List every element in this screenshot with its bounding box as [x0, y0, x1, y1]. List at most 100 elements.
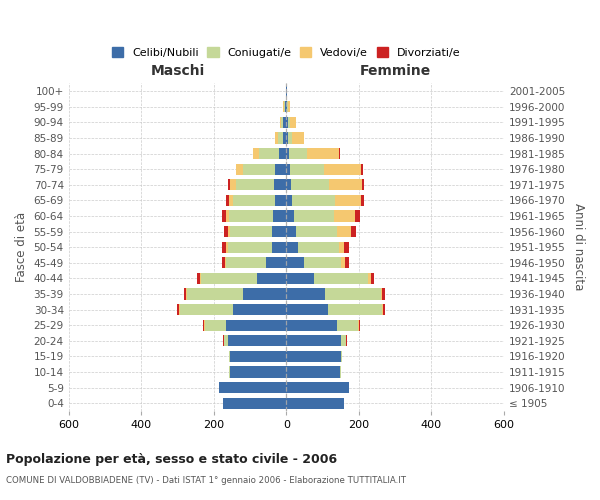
Bar [358, 320, 359, 331]
Bar [226, 257, 266, 268]
Bar [222, 242, 226, 253]
Bar [228, 335, 286, 346]
Bar [178, 304, 179, 315]
Bar [286, 351, 341, 362]
Bar [272, 210, 286, 222]
Bar [278, 132, 283, 143]
Bar [226, 320, 286, 331]
Bar [290, 179, 329, 190]
Bar [340, 366, 341, 378]
Bar [290, 164, 325, 175]
Bar [279, 148, 286, 159]
Y-axis label: Fasce di età: Fasce di età [15, 212, 28, 282]
Bar [286, 226, 296, 237]
Bar [383, 304, 385, 315]
Bar [335, 194, 361, 206]
Bar [361, 164, 363, 175]
Bar [200, 272, 201, 284]
Text: Maschi: Maschi [151, 64, 205, 78]
Bar [223, 398, 286, 409]
Bar [284, 101, 285, 112]
Bar [233, 194, 275, 206]
Bar [286, 101, 287, 112]
Bar [226, 194, 229, 206]
Bar [224, 226, 228, 237]
Bar [286, 116, 288, 128]
Bar [272, 226, 286, 237]
Bar [292, 194, 335, 206]
Text: Femmine: Femmine [359, 64, 431, 78]
Bar [180, 304, 233, 315]
Bar [286, 179, 290, 190]
Bar [286, 366, 340, 378]
Bar [344, 242, 349, 253]
Text: Popolazione per età, sesso e stato civile - 2006: Popolazione per età, sesso e stato civil… [6, 452, 337, 466]
Bar [243, 164, 275, 175]
Bar [286, 320, 337, 331]
Bar [229, 194, 233, 206]
Bar [179, 304, 180, 315]
Bar [341, 335, 346, 346]
Bar [229, 366, 230, 378]
Legend: Celibi/Nubili, Coniugati/e, Vedovi/e, Divorziati/e: Celibi/Nubili, Coniugati/e, Vedovi/e, Di… [107, 43, 465, 62]
Text: COMUNE DI VALDOBBIADENE (TV) - Dati ISTAT 1° gennaio 2006 - Elaborazione TUTTITA: COMUNE DI VALDOBBIADENE (TV) - Dati ISTA… [6, 476, 406, 485]
Bar [236, 164, 243, 175]
Bar [259, 148, 279, 159]
Bar [286, 242, 298, 253]
Bar [228, 242, 272, 253]
Bar [293, 210, 334, 222]
Bar [351, 226, 356, 237]
Bar [243, 288, 286, 300]
Bar [287, 101, 288, 112]
Bar [224, 335, 228, 346]
Bar [204, 320, 205, 331]
Bar [304, 257, 341, 268]
Bar [298, 242, 338, 253]
Bar [289, 148, 307, 159]
Bar [186, 288, 187, 300]
Bar [286, 164, 290, 175]
Bar [286, 398, 344, 409]
Bar [230, 226, 272, 237]
Bar [380, 288, 382, 300]
Bar [337, 320, 358, 331]
Bar [325, 164, 361, 175]
Bar [285, 101, 286, 112]
Bar [219, 382, 286, 393]
Bar [230, 351, 286, 362]
Bar [325, 288, 380, 300]
Bar [283, 116, 286, 128]
Bar [230, 179, 236, 190]
Bar [345, 257, 349, 268]
Bar [286, 194, 292, 206]
Bar [361, 194, 364, 206]
Bar [281, 116, 283, 128]
Bar [274, 179, 286, 190]
Bar [286, 335, 341, 346]
Bar [286, 210, 293, 222]
Bar [228, 179, 230, 190]
Bar [286, 272, 314, 284]
Bar [228, 226, 230, 237]
Bar [337, 226, 351, 237]
Bar [253, 148, 259, 159]
Bar [329, 179, 362, 190]
Bar [359, 320, 360, 331]
Bar [339, 148, 340, 159]
Bar [257, 272, 286, 284]
Bar [280, 116, 281, 128]
Bar [205, 320, 226, 331]
Bar [307, 148, 339, 159]
Bar [223, 210, 226, 222]
Bar [290, 116, 296, 128]
Bar [382, 288, 385, 300]
Bar [187, 288, 243, 300]
Y-axis label: Anni di nascita: Anni di nascita [572, 204, 585, 291]
Bar [226, 242, 228, 253]
Bar [286, 132, 288, 143]
Bar [341, 257, 345, 268]
Bar [382, 304, 383, 315]
Bar [229, 210, 272, 222]
Bar [286, 86, 287, 97]
Bar [272, 242, 286, 253]
